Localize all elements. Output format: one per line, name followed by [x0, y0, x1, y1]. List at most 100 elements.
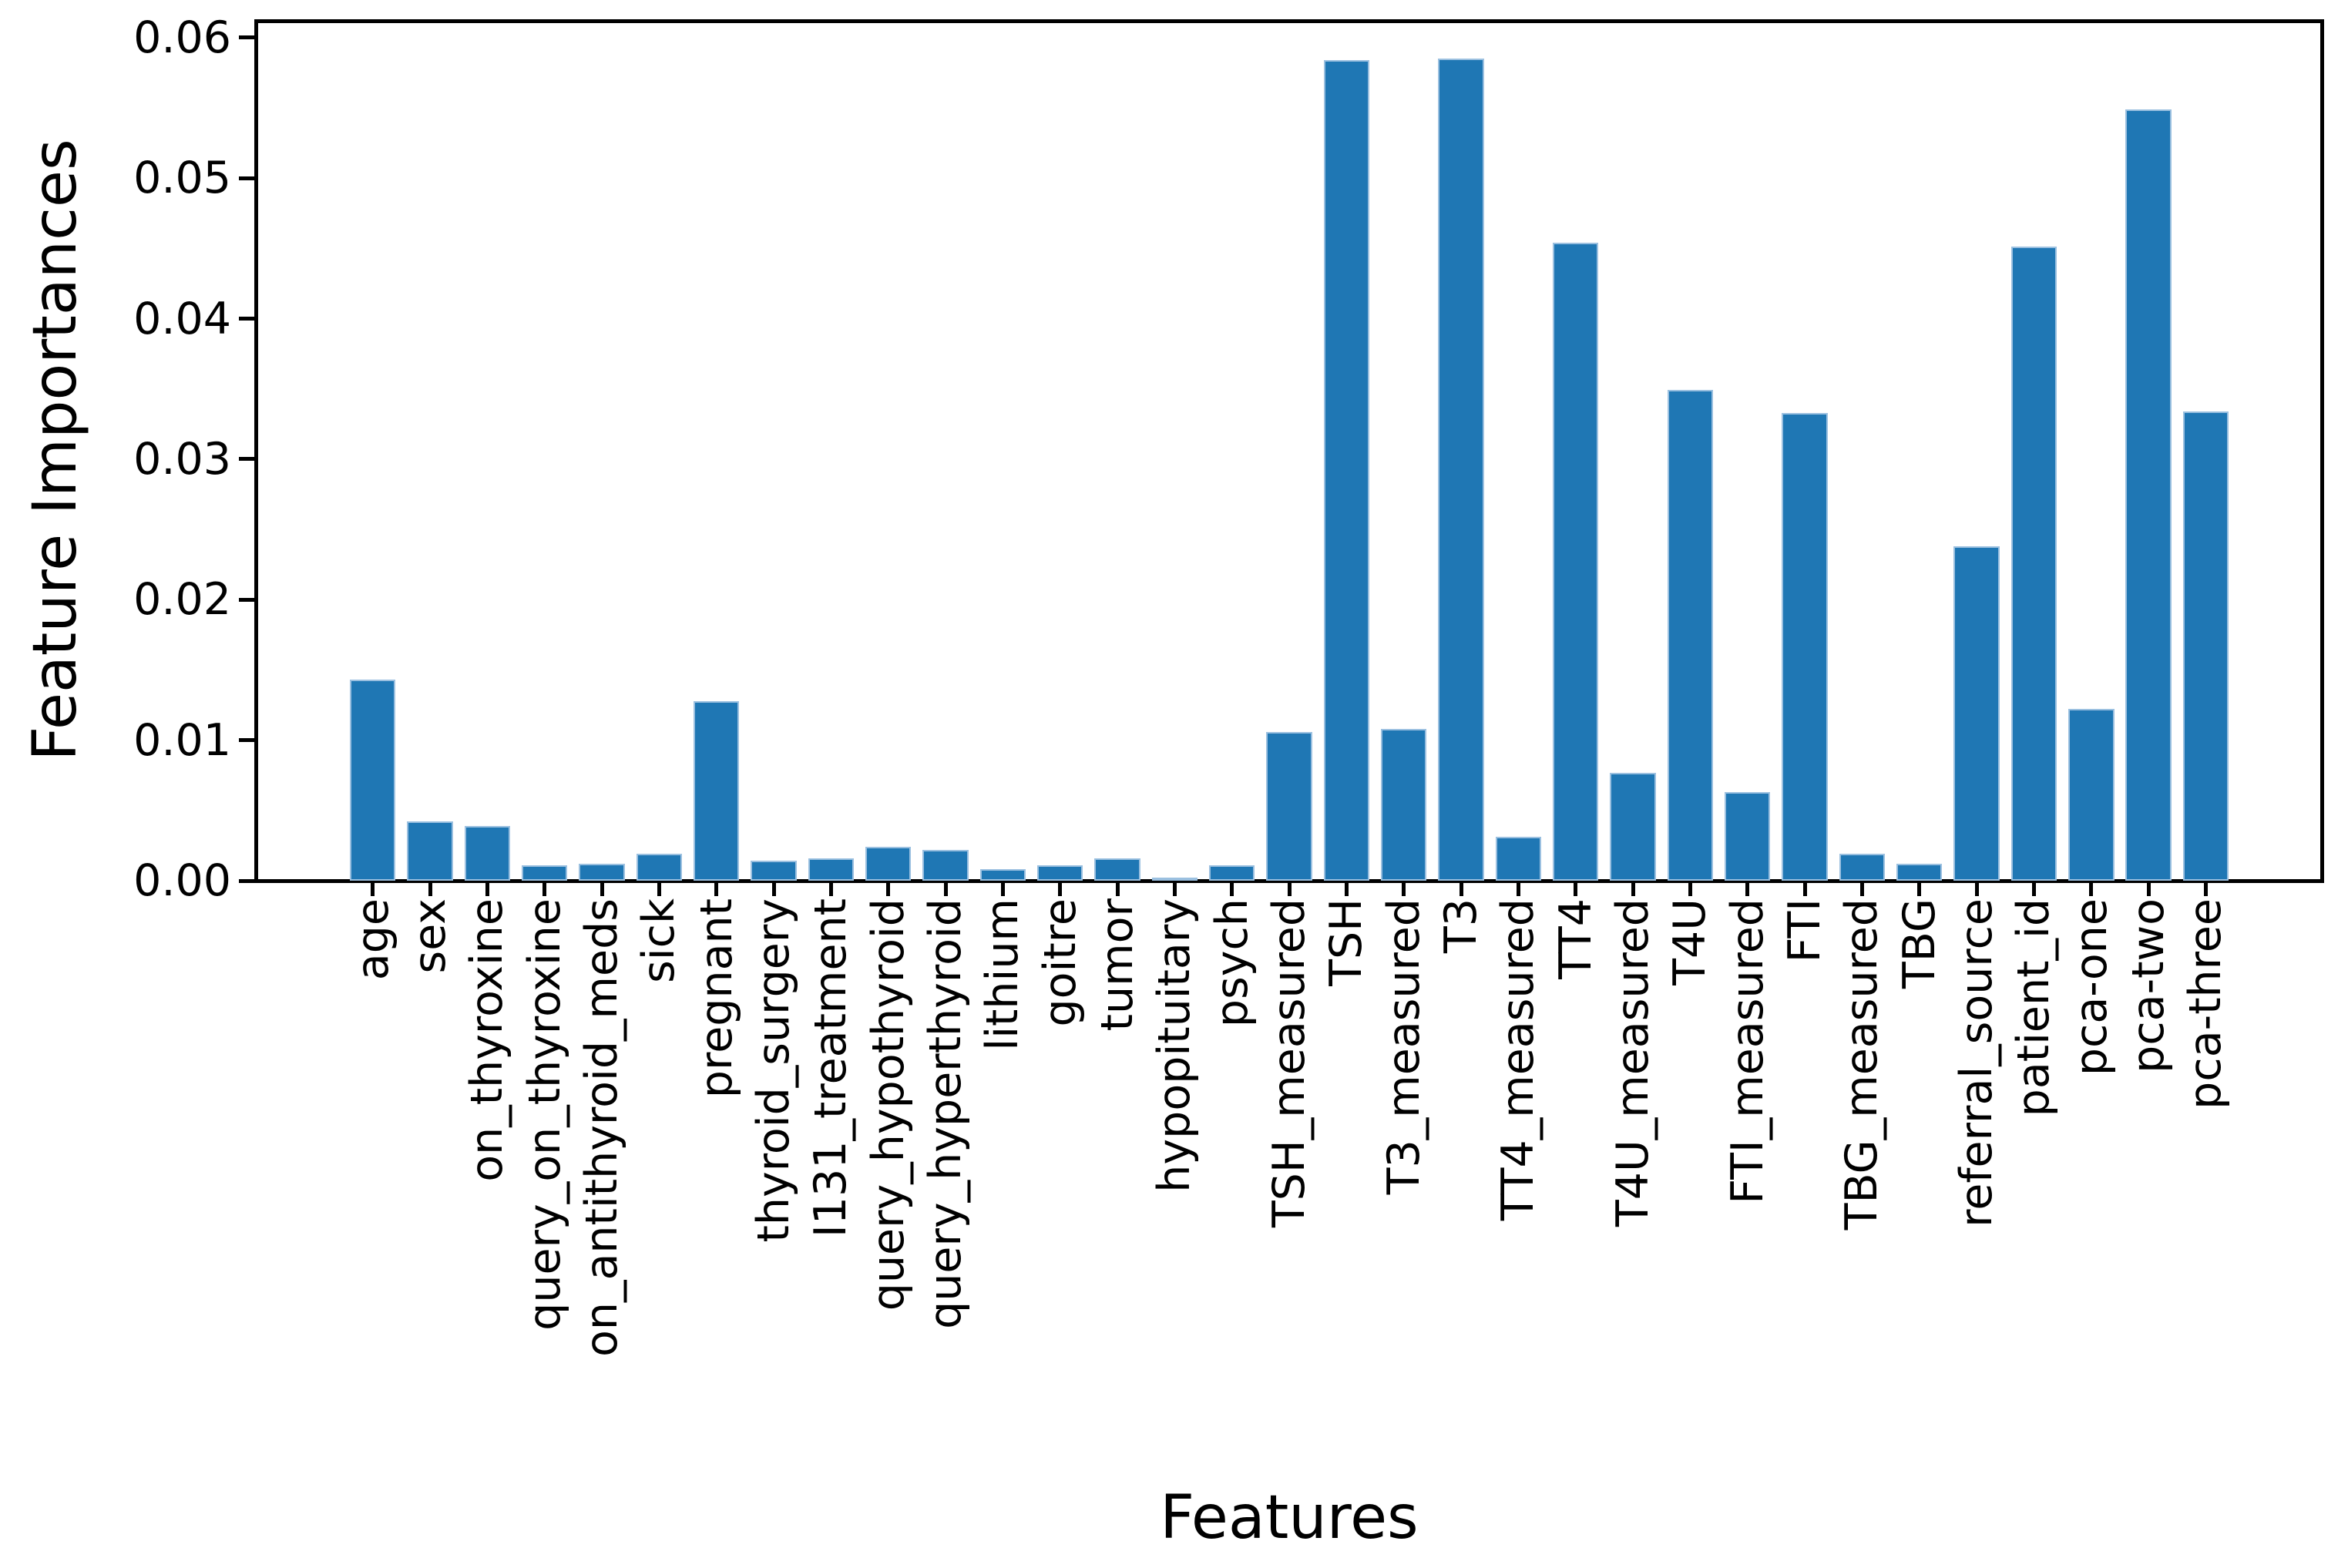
x-tick-label: patient_id — [2008, 898, 2060, 1117]
bar — [1896, 864, 1943, 881]
bar — [693, 701, 740, 881]
x-tick-label: T3 — [1436, 898, 1486, 954]
x-tick-label: TSH_measured — [1264, 898, 1315, 1228]
bar — [2125, 109, 2172, 881]
left-spine — [254, 19, 258, 883]
bar — [979, 869, 1026, 881]
x-tick — [1859, 881, 1864, 896]
x-tick — [1974, 881, 1979, 896]
x-tick — [657, 881, 661, 896]
bar — [1380, 729, 1427, 881]
x-tick — [485, 881, 489, 896]
bar — [1839, 854, 1886, 881]
bar — [1036, 865, 1083, 881]
bar — [579, 864, 625, 881]
x-tick — [1402, 881, 1406, 896]
x-tick-label: hypopituitary — [1149, 898, 1201, 1193]
bar — [1953, 546, 2000, 881]
x-tick-label: sex — [405, 898, 455, 974]
x-axis-label: Features — [1160, 1483, 1419, 1553]
y-tick — [239, 457, 256, 462]
x-tick-label: lithium — [977, 898, 1029, 1051]
x-tick-label: goitre — [1034, 898, 1086, 1027]
x-tick-label: pca-three — [2180, 898, 2232, 1110]
bar — [1323, 60, 1370, 881]
y-tick-label: 0.04 — [133, 293, 231, 344]
x-tick-label: pca-one — [2065, 898, 2117, 1076]
bar — [1208, 865, 1255, 881]
x-tick — [1802, 881, 1807, 896]
bar — [1151, 878, 1198, 881]
x-tick-label: TT4_measured — [1493, 898, 1544, 1221]
x-tick-label: referral_source — [1951, 898, 2002, 1227]
bar — [407, 821, 453, 881]
x-tick — [2146, 881, 2151, 896]
bar — [636, 854, 683, 881]
x-tick — [1516, 881, 1520, 896]
x-tick — [600, 881, 604, 896]
x-tick-label: age — [347, 898, 398, 981]
x-tick-label: psych — [1206, 898, 1258, 1028]
x-tick — [542, 881, 547, 896]
bar — [1552, 243, 1599, 881]
bar — [1495, 837, 1542, 881]
x-tick — [1688, 881, 1692, 896]
x-tick — [1172, 881, 1177, 896]
x-tick — [1230, 881, 1234, 896]
x-tick-label: pca-two — [2123, 898, 2174, 1073]
bar — [1667, 390, 1714, 881]
x-tick — [1631, 881, 1635, 896]
y-tick — [239, 878, 256, 883]
x-tick-label: sick — [633, 898, 685, 983]
x-tick-label: FTI_measured — [1722, 898, 1773, 1204]
x-tick — [1000, 881, 1005, 896]
bar — [349, 680, 396, 881]
y-tick-label: 0.00 — [133, 855, 231, 906]
y-tick — [239, 176, 256, 180]
x-tick-label: on_antithyroid_meds — [576, 898, 627, 1357]
x-tick-label: pregnant — [690, 898, 742, 1099]
bar — [2068, 709, 2115, 881]
y-tick-label: 0.06 — [133, 12, 231, 63]
x-tick-label: on_thyroxine — [462, 898, 513, 1182]
x-tick — [714, 881, 719, 896]
x-tick-label: TBG — [1893, 898, 1945, 989]
bar — [865, 847, 912, 881]
x-tick-label: TT4 — [1550, 898, 1601, 979]
x-tick-label: query_on_thyroxine — [519, 898, 570, 1331]
y-tick-label: 0.02 — [133, 574, 231, 626]
y-tick-label: 0.05 — [133, 153, 231, 204]
x-tick-label: T4U_measured — [1607, 898, 1658, 1227]
bar — [1610, 773, 1656, 881]
x-tick — [2031, 881, 2036, 896]
bar — [1094, 858, 1140, 881]
x-tick-label: tumor — [1092, 898, 1143, 1032]
x-tick — [1574, 881, 1578, 896]
x-tick — [2089, 881, 2094, 896]
x-tick — [886, 881, 891, 896]
x-tick — [828, 881, 833, 896]
x-tick — [943, 881, 948, 896]
y-tick — [239, 597, 256, 602]
x-tick — [1745, 881, 1750, 896]
x-tick — [1287, 881, 1292, 896]
bar — [1266, 732, 1312, 881]
x-tick — [1459, 881, 1463, 896]
bar — [464, 826, 511, 881]
bar — [1724, 792, 1771, 881]
y-tick — [239, 738, 256, 743]
x-tick — [1344, 881, 1349, 896]
x-tick-label: query_hypothyroid — [862, 898, 914, 1311]
bar — [922, 850, 969, 881]
x-tick-label: I131_treatment — [805, 898, 857, 1238]
x-tick-label: TBG_measured — [1836, 898, 1888, 1231]
bar — [1782, 413, 1828, 881]
bar — [1438, 59, 1484, 881]
x-tick-label: query_hyperthyroid — [920, 898, 971, 1329]
y-tick — [239, 35, 256, 40]
x-tick-label: FTI — [1779, 898, 1830, 963]
x-tick — [428, 881, 432, 896]
x-tick-label: TSH — [1321, 898, 1372, 986]
x-tick-label: T3_measured — [1378, 898, 1429, 1195]
